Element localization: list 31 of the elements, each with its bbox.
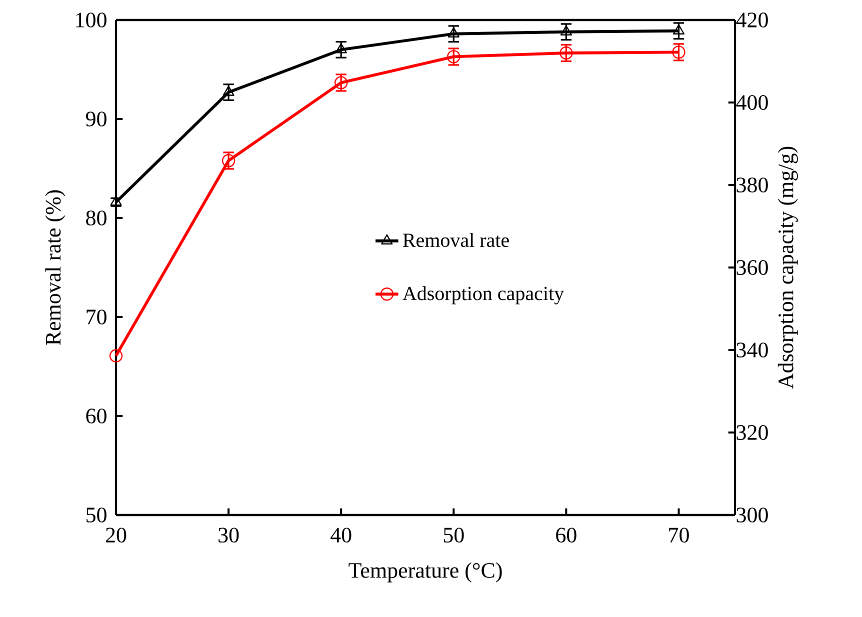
x-tick-label: 30 (218, 528, 239, 543)
y2-tick-label: 300 (736, 508, 768, 522)
x-tick-label: 20 (106, 528, 126, 543)
y2-tick-label: 360 (736, 260, 768, 275)
x-axis-title: Temperature (°C) (348, 562, 502, 582)
x-tick-label: 50 (444, 528, 464, 543)
y-tick-label: 90 (86, 112, 106, 126)
y2-tick-label: 380 (736, 178, 768, 192)
y2-tick-label: 400 (736, 95, 768, 110)
y-tick-label: 100 (76, 12, 106, 28)
point (109, 349, 123, 362)
legend-label: Removal rate (403, 232, 509, 248)
y-tick-label: 70 (86, 310, 106, 324)
y2-tick-label: 420 (736, 12, 768, 28)
y-tick-label: 80 (86, 210, 106, 226)
y2-tick-label: 320 (736, 425, 768, 440)
point (334, 76, 348, 90)
point (110, 196, 122, 206)
x-tick-label: 70 (669, 528, 689, 543)
x-tick-label: 40 (330, 528, 352, 543)
y-tick-label: 60 (86, 408, 106, 424)
point (672, 46, 686, 59)
y2-axis-title: Adsorption capacity (mg/g) (778, 146, 798, 389)
point (447, 50, 460, 64)
point (560, 46, 573, 60)
y2-tick-label: 340 (736, 342, 768, 358)
legend-label: Adsorption capacity (402, 286, 564, 304)
point (222, 154, 236, 168)
x-tick-label: 60 (556, 528, 576, 543)
y-tick-label: 50 (86, 508, 106, 522)
y-axis-title: Removal rate (%) (45, 190, 66, 346)
